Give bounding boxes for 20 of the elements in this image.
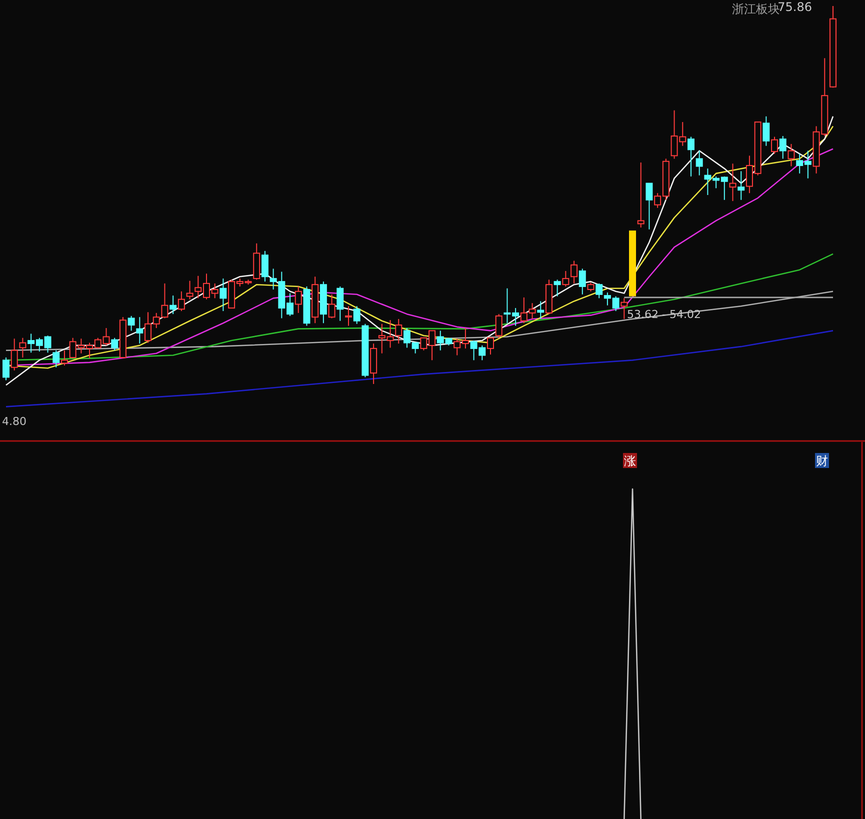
- candlestick: [312, 276, 319, 324]
- candlestick: [395, 318, 402, 344]
- candlestick: [170, 295, 177, 315]
- candlestick: [738, 170, 745, 200]
- candlestick: [788, 143, 795, 167]
- text: 涨: [624, 454, 636, 468]
- candlestick: [620, 298, 628, 320]
- candlestick: [344, 306, 352, 326]
- candlestick: [136, 316, 144, 344]
- candlestick: [537, 300, 544, 320]
- candlestick: [729, 163, 736, 202]
- candlestick: [637, 162, 644, 228]
- text: 财: [816, 454, 828, 468]
- candlestick: [294, 286, 302, 314]
- annotation: 75.86: [778, 0, 812, 14]
- text: 4.80: [2, 415, 26, 428]
- candlestick: [220, 278, 227, 312]
- annotation: 浙江板块: [732, 2, 780, 16]
- candlestick: [370, 343, 378, 384]
- candlestick: [19, 337, 26, 358]
